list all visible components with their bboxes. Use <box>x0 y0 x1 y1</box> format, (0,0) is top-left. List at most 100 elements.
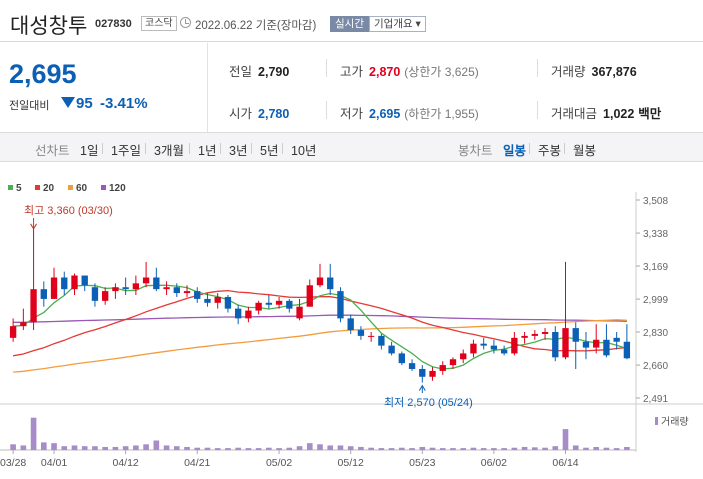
candle-body <box>562 328 569 358</box>
volume-bar <box>296 446 303 450</box>
price-change: 95 <box>76 95 93 112</box>
volume-bar <box>460 448 467 450</box>
quote-high: 고가 2,870 (상한가 3,625) <box>340 65 479 79</box>
legend-swatch <box>35 185 40 190</box>
legend-label: 5 <box>16 183 22 194</box>
tab-1y[interactable]: 1년 <box>198 144 217 158</box>
candle-body <box>112 287 119 292</box>
candle-body <box>204 298 211 303</box>
candle-body <box>388 345 395 354</box>
candle-body <box>255 302 262 311</box>
volume-bar <box>40 442 47 450</box>
legend-label: 20 <box>43 183 55 194</box>
volume-bar <box>521 446 528 450</box>
volume-bar <box>102 446 108 450</box>
volume-bar <box>624 446 630 450</box>
ma120-line <box>13 314 627 323</box>
volume-bar <box>583 447 589 450</box>
candle-body <box>470 343 477 354</box>
tab-1d[interactable]: 1일 <box>80 144 99 158</box>
volume-bar <box>450 448 456 450</box>
candle-body <box>20 322 27 327</box>
volume-bar <box>603 447 610 450</box>
x-tick-label: 04/12 <box>112 457 138 469</box>
candle-body <box>153 277 160 290</box>
quote-volume: 거래량 367,876 <box>551 65 637 79</box>
quote-open: 시가 2,780 <box>229 107 290 121</box>
volume-bar <box>163 445 170 450</box>
company-info-dropdown[interactable]: 기업개요 ▾ <box>369 16 426 32</box>
candlestick-chart: 3,508 3,338 3,169 2,999 2,830 2,660 2,491 03/28… <box>0 183 703 469</box>
candle-body <box>9 326 17 338</box>
volume-bar <box>20 445 27 450</box>
x-tick-label: 05/23 <box>409 457 435 469</box>
candle-body <box>398 353 406 364</box>
stock-header: 대성창투 027830 코스닥 2022.06.22 기준(장마감) 실시간 기… <box>0 0 703 42</box>
candle-body <box>173 287 180 294</box>
volume-bar <box>245 448 252 450</box>
tab-5y[interactable]: 5년 <box>260 144 279 158</box>
volume-bar <box>306 443 313 450</box>
candle-body <box>71 275 78 290</box>
candle-body <box>327 277 334 290</box>
volume-bar <box>51 443 57 450</box>
tab-daily[interactable]: 일봉 <box>503 144 527 158</box>
candle-body <box>61 277 68 290</box>
volume-bar <box>409 448 415 450</box>
candle-body <box>194 291 201 299</box>
candle-body <box>50 277 58 299</box>
volume-bar <box>30 417 37 450</box>
candle-body <box>347 318 354 331</box>
y-tick-label: 3,508 <box>643 196 668 207</box>
candle-body <box>419 368 426 377</box>
legend-swatch <box>8 185 13 190</box>
candle-body <box>183 291 191 294</box>
down-triangle-icon <box>61 97 75 108</box>
tab-weekly[interactable]: 주봉 <box>538 144 562 158</box>
volume-bar <box>255 448 262 450</box>
tab-monthly[interactable]: 월봉 <box>573 144 597 158</box>
candle-body <box>234 308 242 319</box>
candle-body <box>367 335 375 337</box>
candle-body <box>81 275 88 286</box>
legend-label: 120 <box>109 183 126 194</box>
candle-body <box>531 333 538 336</box>
y-tick-label: 2,491 <box>643 394 668 405</box>
stock-name: 대성창투 <box>10 15 88 38</box>
tab-3y[interactable]: 3년 <box>229 144 248 158</box>
candle-body <box>102 291 109 301</box>
candle-body <box>122 287 129 290</box>
y-tick-label: 2,830 <box>643 328 668 339</box>
tab-3m[interactable]: 3개월 <box>154 144 184 158</box>
ma60-line <box>13 319 627 373</box>
volume-bar <box>491 448 497 450</box>
volume-bar <box>81 446 88 450</box>
volume-bar <box>399 447 405 450</box>
candle-body <box>337 291 344 319</box>
stock-code: 027830 <box>95 18 132 30</box>
quote-low: 저가 2,695 (하한가 1,955) <box>340 107 479 121</box>
volume-bar <box>194 447 201 450</box>
tab-10y[interactable]: 10년 <box>291 144 317 158</box>
x-tick-label: 04/01 <box>41 457 67 469</box>
volume-bar <box>143 444 149 450</box>
realtime-button[interactable]: 실시간 <box>330 16 369 32</box>
volume-bar <box>235 447 241 450</box>
candle-body <box>132 283 140 290</box>
volume-bar <box>480 448 487 450</box>
volume-bar <box>552 446 559 450</box>
candle-body <box>275 300 283 305</box>
clock-icon <box>180 17 191 28</box>
annotation-high: 최고 3,360 (03/30) <box>24 204 113 217</box>
volume-bar <box>214 448 221 450</box>
candle-body <box>572 328 579 342</box>
candle-body <box>490 345 498 350</box>
volume-bar <box>122 446 129 450</box>
candle-body <box>91 287 99 301</box>
volume-bar <box>368 447 374 450</box>
candle-body <box>500 349 508 354</box>
candle-body <box>296 306 303 319</box>
tab-1w[interactable]: 1주일 <box>111 144 141 158</box>
candle-body <box>306 285 313 307</box>
legend-swatch <box>101 185 106 190</box>
